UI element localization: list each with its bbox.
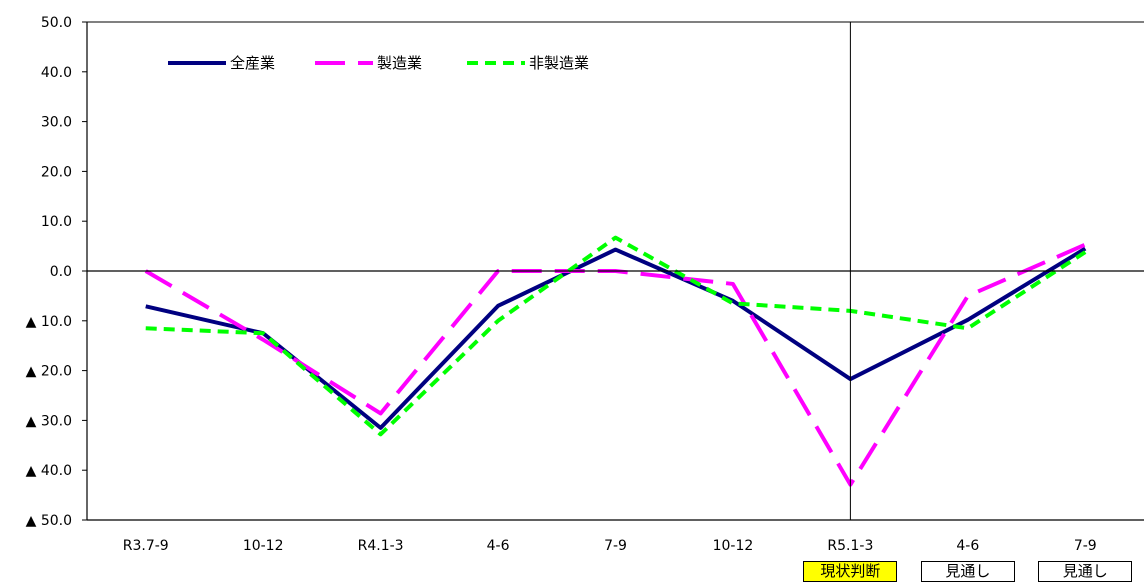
x-tick-label: 10-12 bbox=[713, 538, 754, 554]
legend-label-2: 製造業 bbox=[377, 54, 422, 72]
y-tick-label: ▲ 30.0 bbox=[26, 413, 72, 429]
y-tick-label: ▲ 40.0 bbox=[26, 463, 72, 479]
y-tick-label: ▲ 10.0 bbox=[26, 314, 72, 330]
y-axis-ticks: 50.0 40.0 30.0 20.0 10.0 0.0 ▲ 10.0 ▲ 20.0 ▲ 30.… bbox=[26, 15, 87, 529]
x-tick-label: R5.1-3 bbox=[827, 538, 873, 554]
y-tick-label: 20.0 bbox=[41, 164, 72, 180]
x-tick-label: R3.7-9 bbox=[123, 538, 169, 554]
x-tick-label: 4-6 bbox=[956, 538, 979, 554]
y-tick-label: ▲ 20.0 bbox=[26, 364, 72, 380]
x-tick-label: 7-9 bbox=[604, 538, 627, 554]
y-tick-label: ▲ 50.0 bbox=[26, 513, 72, 529]
series-line-1 bbox=[145, 246, 1087, 430]
legend-label-1: 全産業 bbox=[230, 54, 275, 72]
x-axis-ticks: R3.7-9 10-12 R4.1-3 4-6 7-9 10-12 R5.1-3 4-6 7-9 bbox=[123, 538, 1097, 554]
x-tick-label: 10-12 bbox=[243, 538, 284, 554]
series-lines bbox=[144, 235, 1087, 487]
period-tag-3: 見通し bbox=[1038, 561, 1133, 582]
series-line-2 bbox=[144, 242, 1087, 487]
legend: 全産業 製造業 非製造業 bbox=[168, 54, 589, 72]
period-tag-1: 現状判断 bbox=[803, 561, 898, 582]
y-tick-label: 40.0 bbox=[41, 65, 72, 81]
legend-label-3: 非製造業 bbox=[529, 54, 589, 72]
x-tick-label: 7-9 bbox=[1074, 538, 1097, 554]
y-tick-label: 50.0 bbox=[41, 15, 72, 31]
series-line-3 bbox=[145, 235, 1087, 437]
x-tick-label: R4.1-3 bbox=[358, 538, 404, 554]
y-tick-label: 10.0 bbox=[41, 214, 72, 230]
period-tag-2: 見通し bbox=[920, 561, 1015, 582]
y-tick-label: 0.0 bbox=[50, 264, 72, 280]
x-tick-label: 4-6 bbox=[487, 538, 510, 554]
y-tick-label: 30.0 bbox=[41, 115, 72, 131]
